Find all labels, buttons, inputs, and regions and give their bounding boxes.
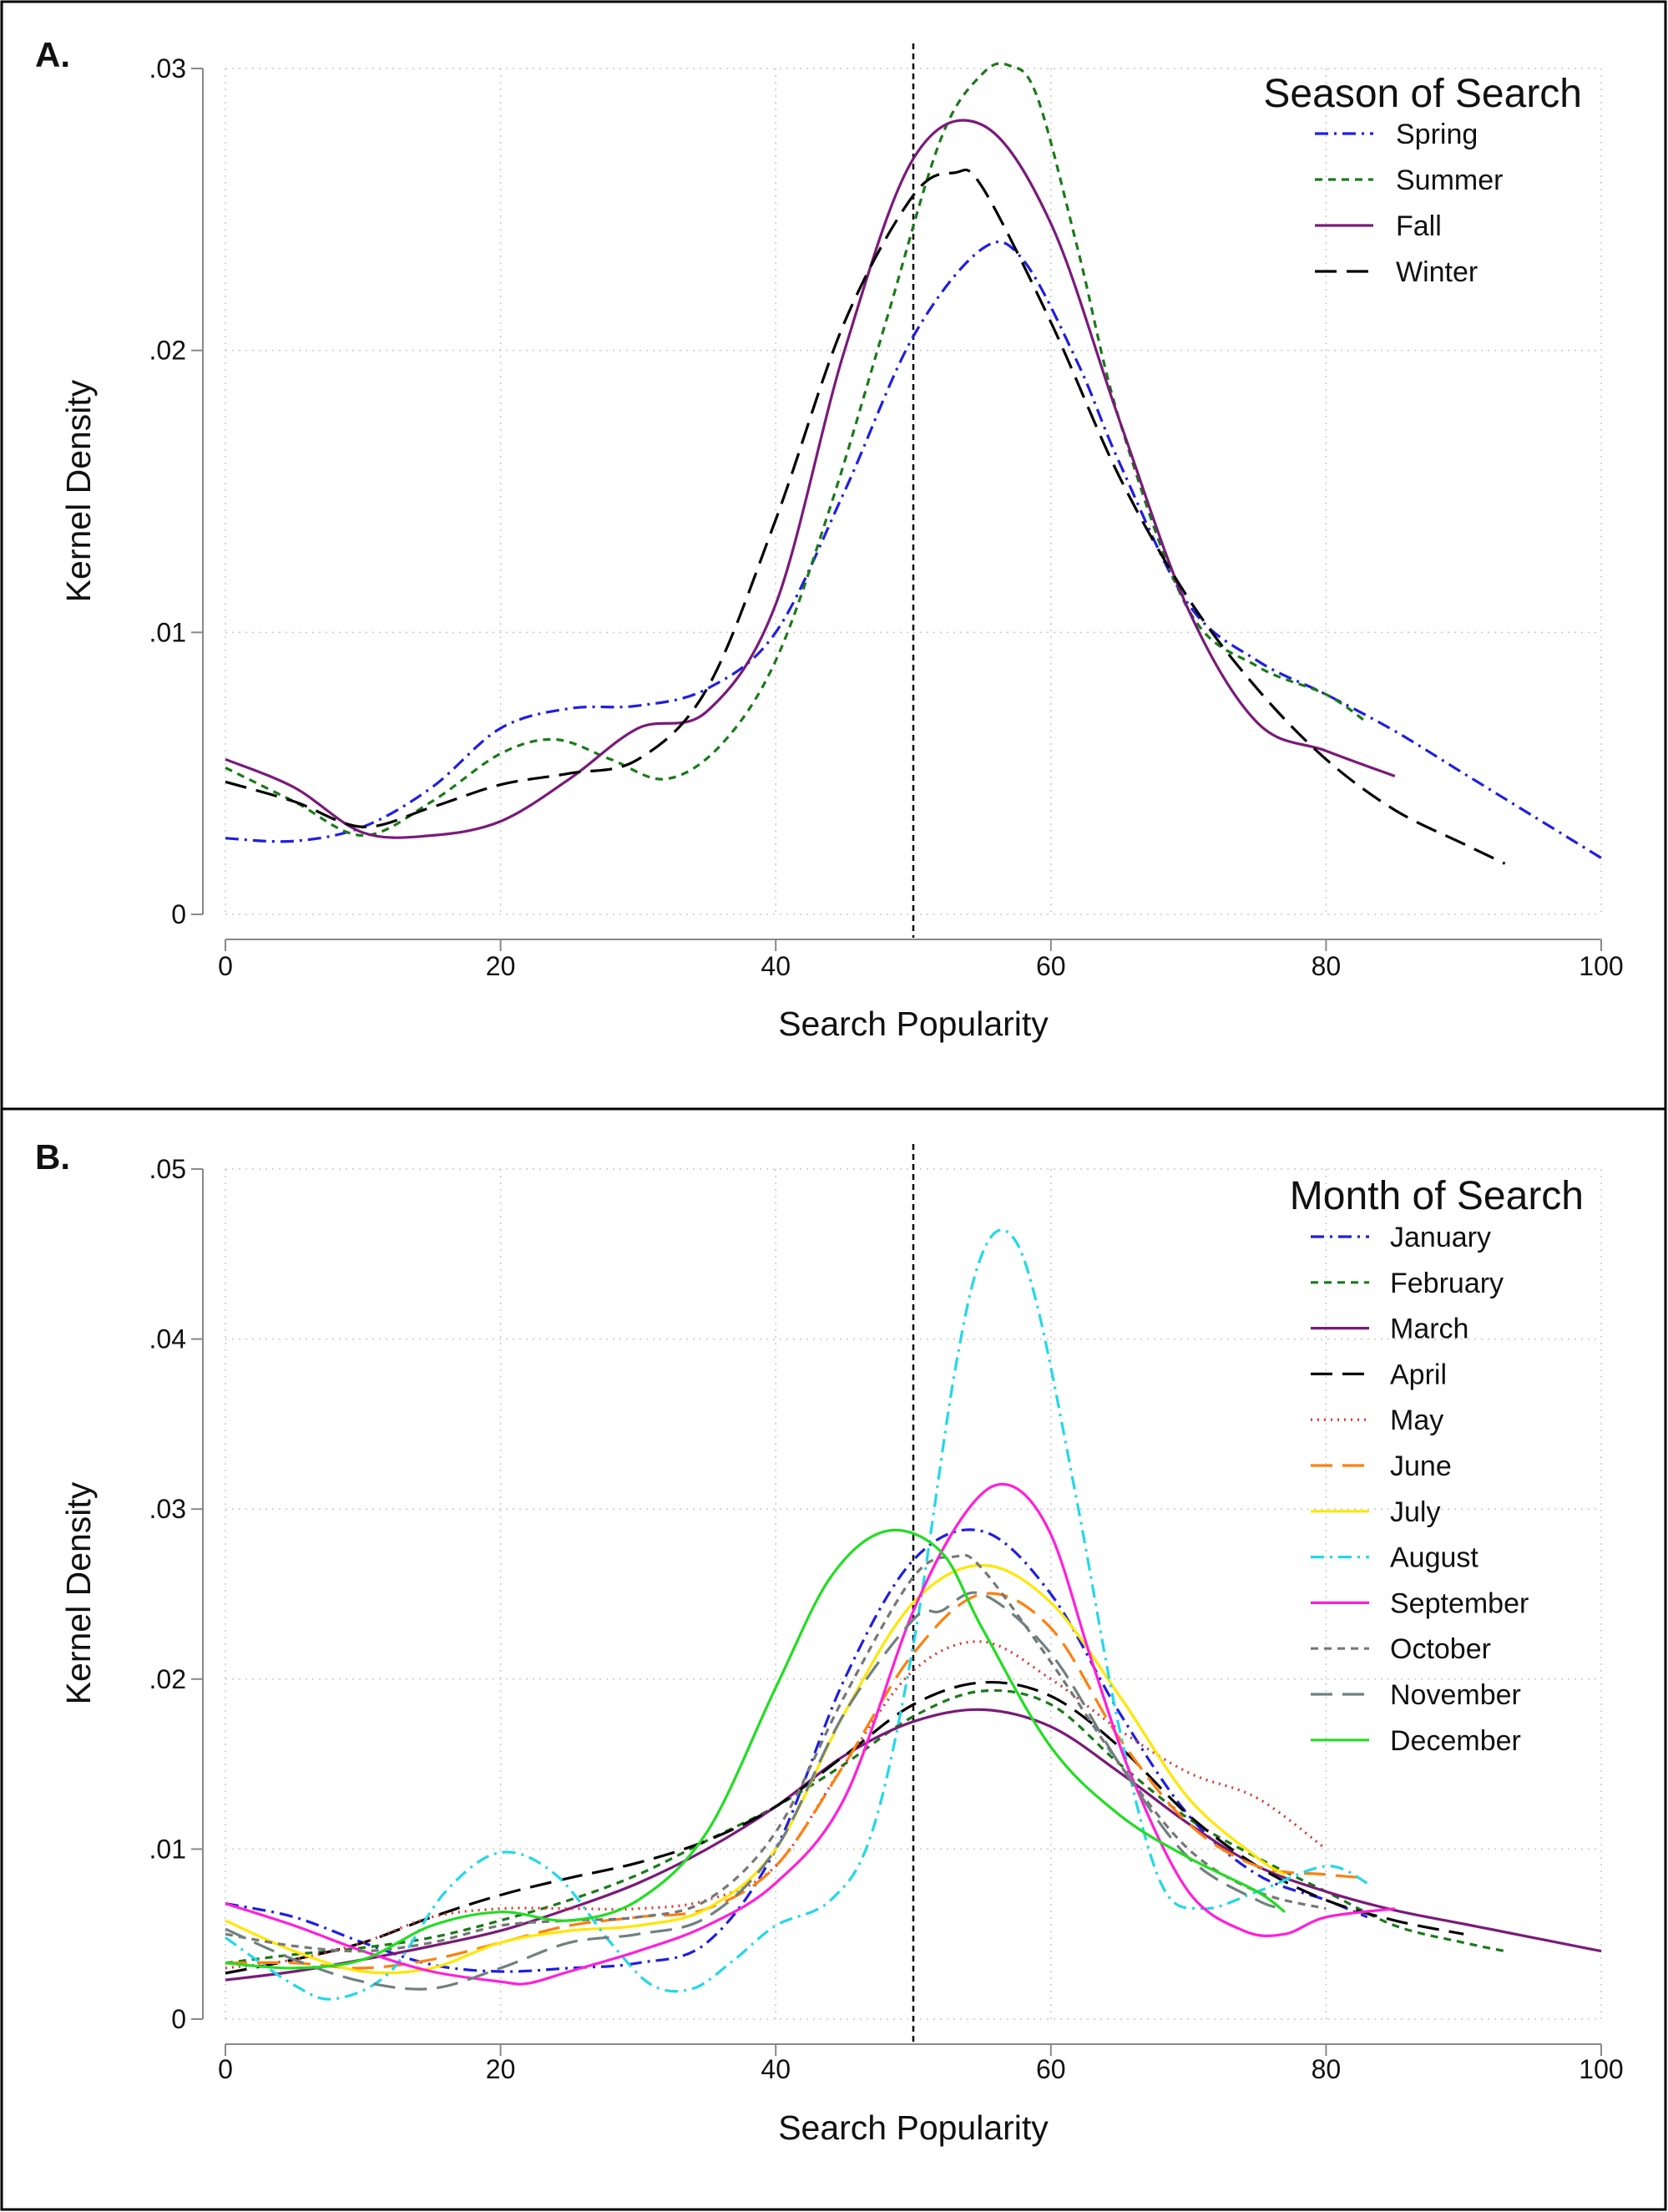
panel-a: A. 0 20 40 60 80 100 0 .01 .02 .03 Search Popularit… — [35, 35, 1624, 1043]
x-tick-label: 40 — [761, 2054, 791, 2084]
y-tick-label: .03 — [149, 1494, 186, 1524]
x-tick-label: 0 — [218, 951, 233, 981]
series-line-february — [225, 1688, 1505, 1965]
x-tick-label: 100 — [1579, 951, 1623, 981]
legend-label-march: March — [1390, 1314, 1468, 1345]
legend-title: Month of Search — [1290, 1174, 1584, 1218]
legend-label-summer: Summer — [1396, 165, 1503, 196]
legend-label-september: September — [1390, 1587, 1529, 1619]
y-tick-label: .05 — [149, 1154, 186, 1184]
y-tick-label: .04 — [149, 1324, 186, 1354]
panel-label: B. — [35, 1137, 70, 1177]
y-tick-label: .02 — [149, 336, 186, 366]
y-axis-title: Kernel Density — [59, 379, 98, 602]
panel-b: B. 0 20 40 60 80 100 0 .01 .02 .03 .04 .05 Search Pop… — [35, 1137, 1624, 2147]
panel-label: A. — [35, 35, 70, 74]
legend-title: Season of Search — [1263, 72, 1582, 116]
x-tick-label: 20 — [486, 951, 516, 981]
series-line-july — [225, 1563, 1286, 1975]
x-tick-label: 100 — [1579, 2054, 1623, 2084]
x-tick-label: 80 — [1312, 951, 1342, 981]
series-line-winter — [225, 168, 1506, 865]
legend-label-april: April — [1390, 1359, 1447, 1390]
y-tick-label: 0 — [171, 899, 186, 929]
x-tick-label: 80 — [1312, 2054, 1342, 2084]
x-axis-title: Search Popularity — [778, 1005, 1049, 1043]
x-tick-label: 0 — [218, 2054, 233, 2084]
legend-label-may: May — [1390, 1405, 1443, 1436]
panel-b-frame — [0, 1107, 1667, 2211]
series-line-september — [225, 1482, 1395, 1986]
legend-label-spring: Spring — [1396, 119, 1478, 150]
legend-label-november: November — [1390, 1679, 1521, 1711]
y-tick-label: .02 — [149, 1664, 186, 1694]
series-line-fall — [225, 119, 1396, 839]
x-tick-label: 60 — [1036, 951, 1066, 981]
series-line-november — [225, 1591, 1286, 1991]
legend-label-january: January — [1390, 1222, 1491, 1253]
legend-label-december: December — [1390, 1725, 1521, 1757]
x-axis-title: Search Popularity — [778, 2108, 1049, 2147]
y-tick-label: .01 — [149, 1834, 186, 1864]
legend-label-fall: Fall — [1396, 210, 1442, 242]
legend-label-february: February — [1390, 1268, 1504, 1299]
legend-label-winter: Winter — [1396, 256, 1478, 288]
series-line-summer — [225, 62, 1368, 838]
series-line-january — [225, 1528, 1368, 1973]
x-tick-label: 20 — [486, 2054, 516, 2084]
x-tick-label: 40 — [761, 951, 791, 981]
series-line-june — [225, 1592, 1367, 1970]
legend-label-august: August — [1390, 1542, 1478, 1574]
legend-label-july: July — [1390, 1496, 1440, 1528]
series-line-march — [225, 1708, 1602, 1982]
legend-label-october: October — [1390, 1633, 1491, 1665]
legend-label-june: June — [1390, 1450, 1452, 1482]
y-tick-label: .03 — [149, 53, 186, 84]
series-line-april — [225, 1680, 1464, 1975]
y-tick-label: 0 — [171, 2004, 186, 2034]
series-line-august — [225, 1228, 1368, 2001]
series-line-december — [225, 1528, 1286, 1970]
y-axis-title: Kernel Density — [59, 1481, 98, 1704]
x-tick-label: 60 — [1036, 2054, 1066, 2084]
y-tick-label: .01 — [149, 617, 186, 647]
